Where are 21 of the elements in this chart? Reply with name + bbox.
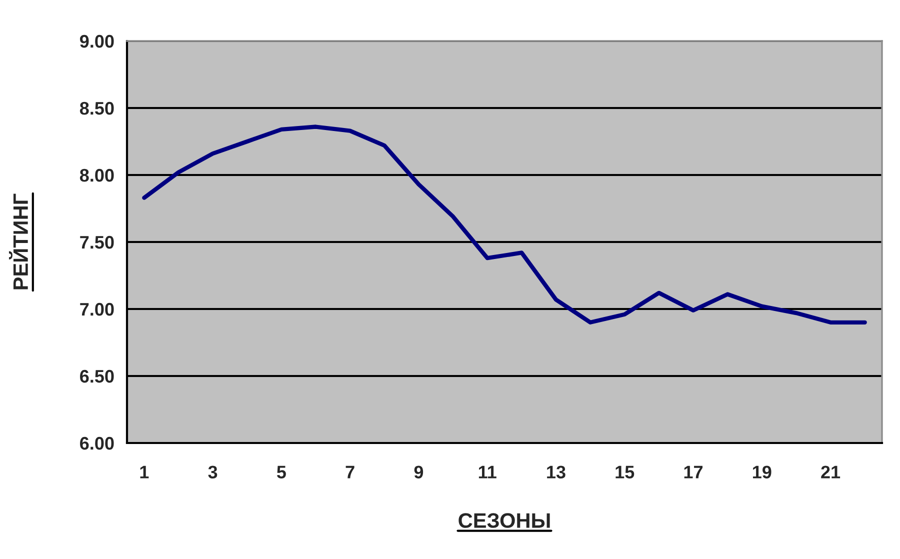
y-tick-label: 8.00 (80, 168, 114, 182)
x-tick-label: 5 (276, 466, 286, 478)
y-tick-label: 9.00 (80, 34, 114, 48)
x-tick-label: 21 (821, 466, 840, 478)
x-tick-label: 19 (752, 466, 772, 478)
x-tick-label: 1 (140, 466, 149, 478)
y-tick-label: 7.00 (80, 302, 114, 316)
x-tick-label: 15 (616, 466, 634, 478)
x-tick-label: 7 (346, 466, 354, 478)
line-series (142, 124, 867, 324)
x-tick-label: 11 (478, 466, 496, 478)
y-tick-label: 8.50 (80, 102, 114, 115)
y-tick-label: 6.00 (80, 436, 114, 450)
x-tick-label: 3 (208, 466, 218, 479)
y-axis-title: РЕЙТИНГ (8, 194, 28, 290)
x-axis-title: СЕЗОНЫ (458, 513, 550, 528)
x-tick-label: 17 (684, 466, 702, 478)
x-tick-label: 9 (414, 466, 424, 478)
x-tick-label: 13 (547, 466, 566, 479)
y-tick-label: 7.50 (80, 236, 114, 249)
y-tick-label: 6.50 (80, 370, 114, 383)
